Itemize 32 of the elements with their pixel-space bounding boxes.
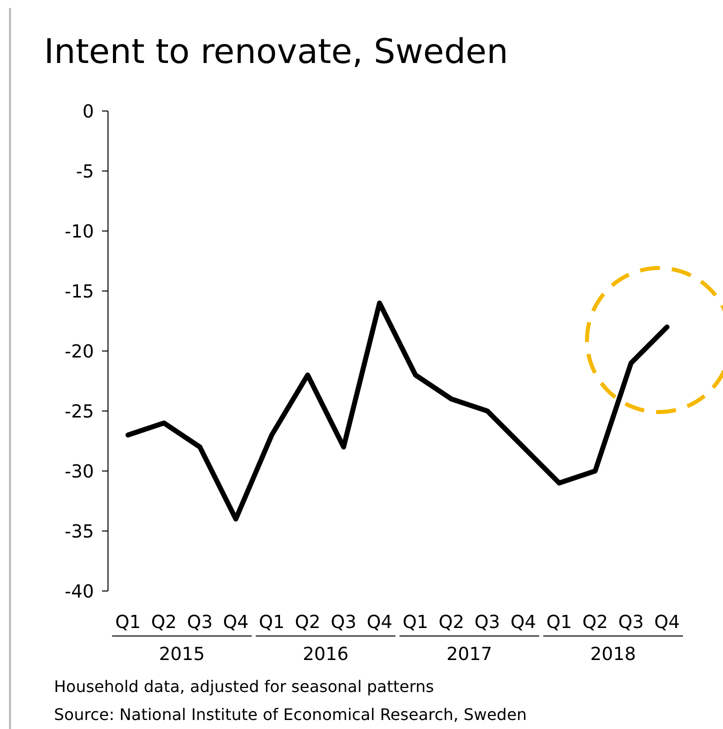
x-tick-label: Q2: [438, 612, 464, 633]
text: 2015: [158, 644, 205, 665]
text: 2017: [446, 644, 492, 665]
x-tick-label: Q4: [366, 612, 392, 633]
x-tick-label: Q2: [294, 612, 320, 633]
y-tick-label: -25: [64, 401, 94, 422]
x-tick-label: Q1: [258, 612, 285, 633]
y-tick-label: -5: [76, 161, 94, 182]
x-tick-label: Q3: [618, 612, 644, 633]
chart-title: Intent to renovate, Sweden: [44, 32, 508, 72]
y-tick-label: -40: [64, 581, 94, 602]
x-tick-label: Q1: [115, 612, 141, 633]
x-tick-label: Q2: [151, 612, 177, 633]
x-tick-label: Q3: [330, 612, 356, 633]
y-tick-label: -35: [64, 521, 94, 542]
x-tick-label: Q3: [474, 612, 500, 633]
x-tick-label: Q4: [222, 612, 249, 633]
y-tick-label: -10: [64, 221, 94, 242]
x-tick-label: Q4: [510, 612, 536, 633]
text: 2016: [302, 644, 349, 665]
y-tick-label: 0: [82, 101, 94, 122]
y-tick-label: -20: [64, 341, 94, 362]
x-tick-label: Q1: [546, 612, 572, 633]
source-note: Source: National Institute of Economical Research, Sweden: [54, 705, 527, 724]
x-tick-label: Q2: [582, 612, 608, 633]
y-tick-label: -15: [64, 281, 94, 302]
x-tick-label: Q4: [654, 612, 680, 633]
text: Household data, adjusted for seasonal patterns: [54, 677, 434, 696]
text: 2018: [590, 644, 636, 665]
y-tick-label: -30: [64, 461, 94, 482]
x-tick-label: Q1: [402, 612, 428, 633]
x-tick-label: Q3: [187, 612, 213, 633]
